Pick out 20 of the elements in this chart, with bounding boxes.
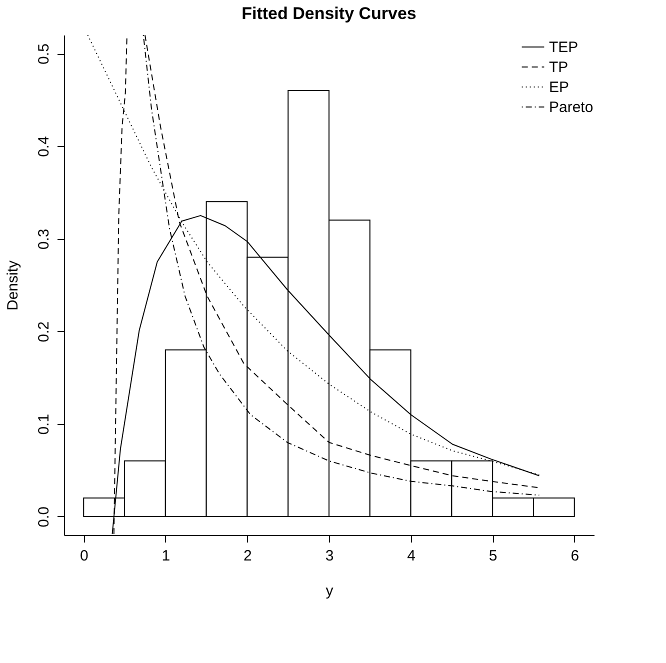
x-tick-label: 1: [162, 548, 170, 564]
y-tick-label: 0.2: [36, 321, 52, 342]
legend-label: Pareto: [549, 99, 594, 116]
x-tick-label: 5: [488, 548, 498, 564]
y-tick-label: 0.4: [36, 136, 52, 158]
x-tick-label: 0: [80, 548, 88, 564]
x-tick-label: 6: [570, 548, 580, 564]
y-tick-label: 0.3: [36, 228, 52, 250]
x-tick-label: 2: [244, 548, 252, 564]
legend-label: EP: [549, 79, 570, 96]
x-tick-label: 4: [407, 548, 416, 564]
legend-label: TEP: [549, 39, 578, 56]
chart-title: Fitted Density Curves: [242, 4, 416, 23]
y-tick-label: 0.0: [36, 506, 52, 528]
y-tick-label: 0.5: [36, 44, 52, 64]
legend-label: TP: [549, 59, 568, 76]
y-axis-title: Density: [4, 260, 22, 311]
x-axis-title: y: [326, 582, 334, 600]
y-tick-label: 0.1: [36, 414, 52, 435]
x-tick-label: 3: [325, 548, 334, 564]
